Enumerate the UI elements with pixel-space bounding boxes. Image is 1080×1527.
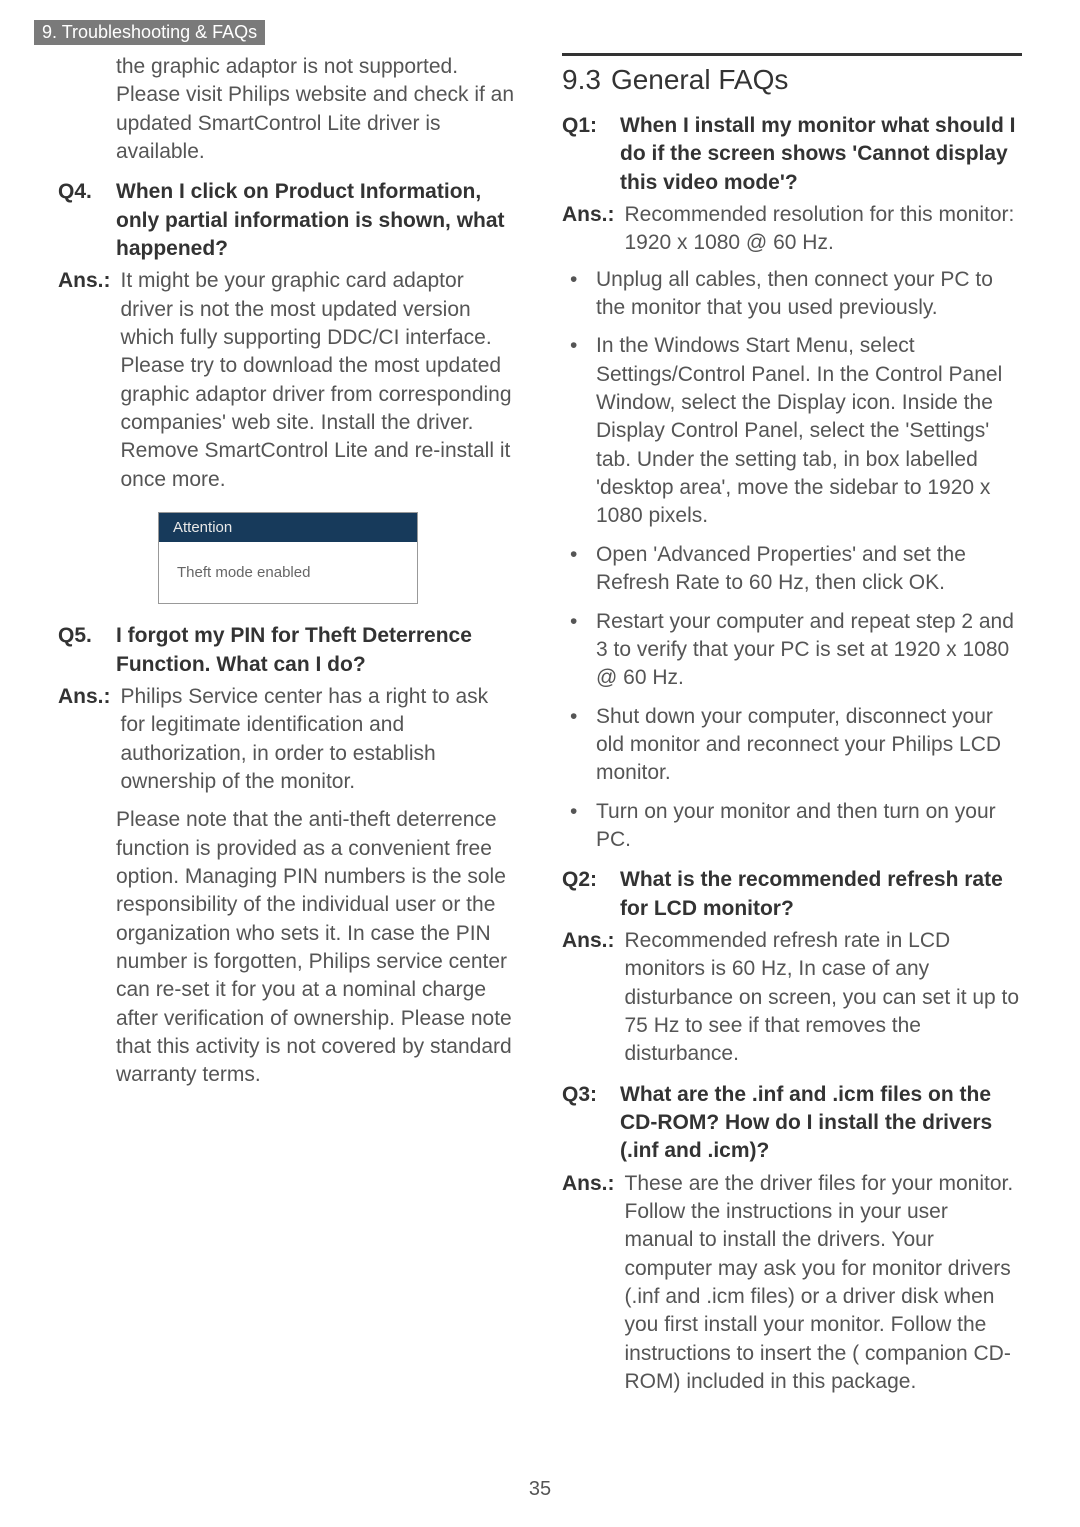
- attention-title: Attention: [159, 513, 417, 542]
- q4-answer: It might be your graphic card adaptor dr…: [121, 267, 519, 494]
- left-column: the graphic adaptor is not supported. Pl…: [58, 53, 518, 1396]
- q5-note: Please note that the anti-theft deterren…: [58, 806, 518, 1089]
- q1-question: When I install my monitor what should I …: [620, 112, 1022, 197]
- q4-label: Q4.: [58, 178, 102, 263]
- q3-label: Q3:: [562, 1081, 606, 1166]
- q1-label: Q1:: [562, 112, 606, 197]
- q4-ans-label: Ans.:: [58, 267, 111, 494]
- q1-ans-label: Ans.:: [562, 201, 615, 258]
- list-item: Shut down your computer, disconnect your…: [570, 703, 1022, 788]
- right-column: 9.3 General FAQs Q1: When I install my m…: [562, 53, 1022, 1396]
- faq-q3: Q3: What are the .inf and .icm files on …: [562, 1081, 1022, 1397]
- section-9-3-title: 9.3 General FAQs: [562, 53, 1022, 96]
- header-bar: 9. Troubleshooting & FAQs: [34, 20, 265, 45]
- q5-question: I forgot my PIN for Theft Deterrence Fun…: [116, 622, 518, 679]
- list-item: In the Windows Start Menu, select Settin…: [570, 332, 1022, 530]
- q2-label: Q2:: [562, 866, 606, 923]
- list-item: Unplug all cables, then connect your PC …: [570, 266, 1022, 323]
- q1-bullets: Unplug all cables, then connect your PC …: [562, 266, 1022, 855]
- q3-question: What are the .inf and .icm files on the …: [620, 1081, 1022, 1166]
- section-number: 9.3: [562, 64, 601, 96]
- page-content: the graphic adaptor is not supported. Pl…: [0, 45, 1080, 1396]
- faq-q5: Q5. I forgot my PIN for Theft Deterrence…: [58, 622, 518, 1090]
- q3-ans-label: Ans.:: [562, 1170, 615, 1397]
- faq-q1: Q1: When I install my monitor what shoul…: [562, 112, 1022, 854]
- q2-question: What is the recommended refresh rate for…: [620, 866, 1022, 923]
- q2-ans-label: Ans.:: [562, 927, 615, 1069]
- section-heading: General FAQs: [611, 64, 788, 96]
- q1-answer: Recommended resolution for this monitor:…: [625, 201, 1023, 258]
- q3-answer: These are the driver files for your moni…: [625, 1170, 1023, 1397]
- q2-answer: Recommended refresh rate in LCD monitors…: [625, 927, 1023, 1069]
- q5-ans-label: Ans.:: [58, 683, 111, 796]
- faq-q4: Q4. When I click on Product Information,…: [58, 178, 518, 494]
- list-item: Open 'Advanced Properties' and set the R…: [570, 541, 1022, 598]
- attention-dialog: Attention Theft mode enabled: [158, 512, 418, 604]
- continuation-paragraph: the graphic adaptor is not supported. Pl…: [58, 53, 518, 166]
- faq-q2: Q2: What is the recommended refresh rate…: [562, 866, 1022, 1068]
- q5-label: Q5.: [58, 622, 102, 679]
- attention-body: Theft mode enabled: [159, 542, 417, 603]
- list-item: Restart your computer and repeat step 2 …: [570, 608, 1022, 693]
- page-number: 35: [0, 1478, 1080, 1501]
- q4-question: When I click on Product Information, onl…: [116, 178, 518, 263]
- list-item: Turn on your monitor and then turn on yo…: [570, 798, 1022, 855]
- q5-answer: Philips Service center has a right to as…: [121, 683, 519, 796]
